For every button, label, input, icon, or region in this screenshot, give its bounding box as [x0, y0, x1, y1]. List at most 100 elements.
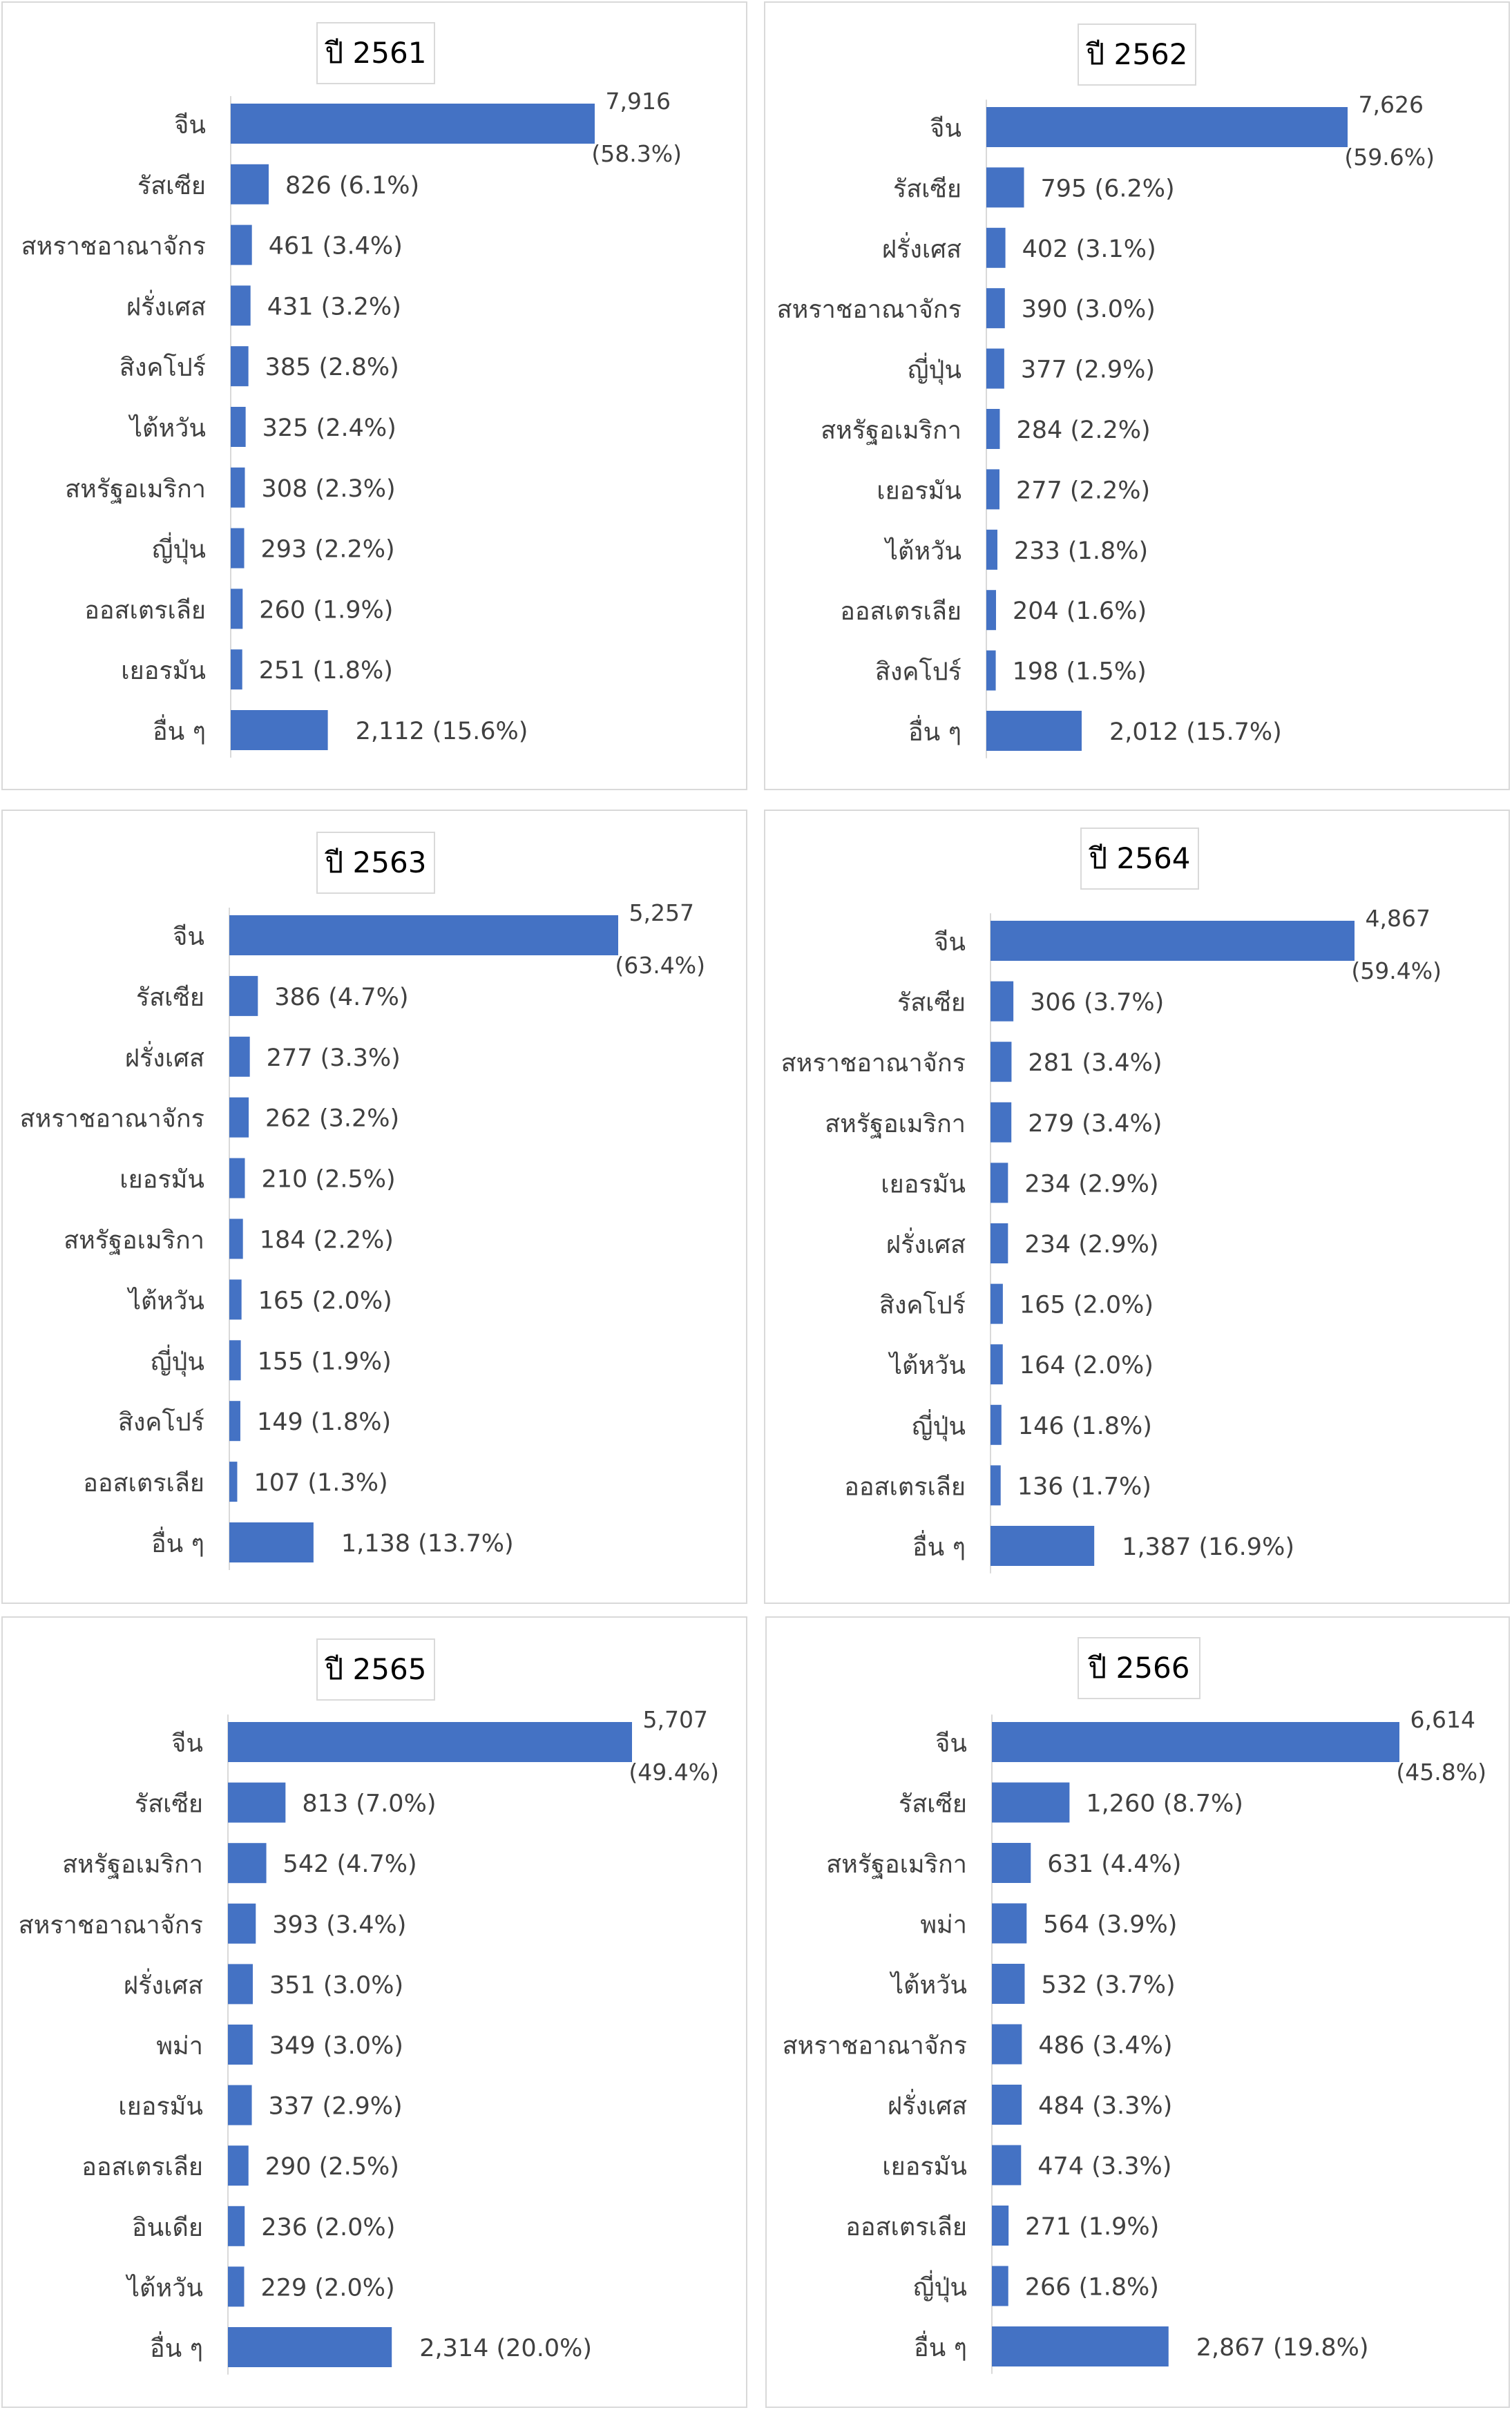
data-label: 229 (2.0%) — [260, 2274, 394, 2302]
chart-svg-2562: จีน 7,626 (59.6%) รัสเซีย 795 (6.2%) ฝรั่งเศส… — [777, 91, 1435, 758]
data-label: 293 (2.2%) — [261, 536, 395, 564]
data-label: 136 (1.7%) — [1017, 1473, 1151, 1500]
data-label: 1,260 (8.7%) — [1086, 1790, 1243, 1818]
data-label: 233 (1.8%) — [1014, 537, 1148, 565]
category-label: ไต้หวัน — [128, 414, 206, 443]
bar — [991, 921, 1355, 961]
data-label: 402 (3.1%) — [1022, 236, 1156, 263]
bar — [228, 1722, 632, 1762]
bar — [231, 224, 252, 265]
chart-title: ปี 2562 — [1078, 23, 1196, 86]
bar — [986, 650, 996, 691]
bar — [992, 2085, 1022, 2125]
data-label: 5,257 — [629, 899, 694, 926]
bar — [986, 469, 999, 510]
category-label: ฝรั่งเศส — [124, 1968, 203, 2000]
data-label: 184 (2.2%) — [260, 1227, 394, 1254]
bar — [229, 1279, 242, 1320]
data-label-share: (58.3%) — [591, 140, 682, 167]
chart-svg-2561: จีน 7,916 (58.3%) รัสเซีย 826 (6.1%) สหราชอาณ… — [21, 88, 682, 758]
data-label: 484 (3.3%) — [1038, 2092, 1172, 2120]
data-label: 461 (3.4%) — [269, 233, 403, 260]
category-label: ออสเตรเลีย — [84, 596, 206, 624]
category-label: สหรัฐอเมริกา — [825, 1110, 966, 1139]
category-label: สิงคโปร์ — [119, 353, 206, 382]
category-label: เยอรมัน — [119, 1166, 204, 1194]
bar — [992, 1843, 1031, 1883]
bar — [231, 104, 595, 144]
bar — [229, 975, 258, 1016]
bar — [991, 1223, 1008, 1263]
data-label: 4,867 — [1366, 905, 1430, 932]
bar — [992, 1903, 1027, 1944]
data-label: 266 (1.8%) — [1025, 2274, 1159, 2302]
data-label: 204 (1.6%) — [1013, 597, 1147, 625]
category-label: อื่น ๆ — [912, 1530, 966, 1562]
bar — [231, 407, 246, 447]
data-label-share: (59.4%) — [1351, 957, 1442, 984]
bar — [992, 2326, 1169, 2366]
category-label: อื่น ๆ — [150, 2331, 203, 2363]
bar — [229, 1218, 243, 1259]
bar — [991, 1404, 1002, 1445]
category-label: ญี่ปุ่น — [913, 2270, 967, 2303]
category-label: ไต้หวัน — [883, 537, 961, 566]
data-label: 262 (3.2%) — [265, 1105, 399, 1133]
category-label: สหรัฐอเมริกา — [826, 1850, 967, 1880]
category-label: รัสเซีย — [897, 989, 966, 1017]
category-label: เยอรมัน — [882, 2153, 967, 2181]
data-label: 210 (2.5%) — [261, 1166, 395, 1194]
data-label: 564 (3.9%) — [1043, 1911, 1177, 1939]
category-label: จีน — [173, 923, 204, 951]
data-label: 149 (1.8%) — [257, 1408, 391, 1436]
bar — [991, 981, 1014, 1022]
data-label: 2,867 (19.8%) — [1196, 2334, 1369, 2362]
bar — [992, 1782, 1070, 1823]
bar — [229, 1462, 238, 1502]
data-label: 474 (3.3%) — [1037, 2153, 1171, 2181]
bar — [228, 2085, 252, 2125]
category-label: เยอรมัน — [121, 657, 206, 685]
chart-title: ปี 2564 — [1080, 828, 1199, 890]
category-label: เยอรมัน — [877, 477, 961, 505]
data-label-share: (59.6%) — [1344, 144, 1435, 171]
category-label: ฝรั่งเศส — [126, 289, 206, 321]
category-label: สหราชอาณาจักร — [777, 296, 961, 324]
bar — [986, 529, 997, 570]
data-label: 393 (3.4%) — [272, 1911, 406, 1939]
chart-panel-2563: จีน 5,257 (63.4%) รัสเซีย 386 (4.7%) ฝรั่งเศส… — [1, 810, 747, 1604]
bar — [231, 528, 245, 568]
data-label-share: (49.4%) — [629, 1759, 719, 1786]
chart-title: ปี 2566 — [1078, 1637, 1200, 1699]
chart-title: ปี 2561 — [316, 22, 435, 84]
bar — [991, 1102, 1012, 1142]
bar — [231, 710, 328, 750]
category-label: ญี่ปุ่น — [151, 1344, 204, 1377]
chart-svg-2564: จีน 4,867 (59.4%) รัสเซีย 306 (3.7%) สหราชอาณ… — [781, 905, 1442, 1574]
category-label: สหรัฐอเมริกา — [62, 1850, 203, 1880]
data-label: 2,314 (20.0%) — [419, 2335, 592, 2362]
category-label: เยอรมัน — [118, 2093, 203, 2121]
chart-panel-2562: จีน 7,626 (59.6%) รัสเซีย 795 (6.2%) ฝรั่งเศส… — [764, 1, 1510, 790]
bar — [992, 2206, 1009, 2246]
category-label: เยอรมัน — [881, 1170, 966, 1198]
category-label: ฝรั่งเศส — [882, 232, 961, 264]
data-label: 308 (2.3%) — [262, 475, 396, 503]
category-label: สหราชอาณาจักร — [783, 2032, 967, 2060]
data-label: 271 (1.9%) — [1025, 2213, 1159, 2241]
category-label: สหรัฐอเมริกา — [821, 417, 961, 446]
bar — [228, 2206, 245, 2246]
bar — [986, 167, 1024, 208]
category-label: จีน — [930, 115, 961, 143]
category-label: ญี่ปุ่น — [908, 353, 961, 385]
category-label: ญี่ปุ่น — [152, 533, 206, 565]
data-label: 277 (2.2%) — [1016, 477, 1150, 504]
bar — [986, 107, 1348, 147]
category-label: ฝรั่งเศส — [888, 2089, 967, 2121]
category-label: อินเดีย — [132, 2214, 203, 2242]
bar — [231, 164, 269, 204]
bar — [229, 1340, 241, 1381]
bar — [231, 346, 249, 387]
category-label: สหรัฐอเมริกา — [65, 475, 206, 504]
chart-panel-2565: จีน 5,707 (49.4%) รัสเซีย 813 (7.0%) สหรัฐอเม… — [1, 1616, 747, 2408]
